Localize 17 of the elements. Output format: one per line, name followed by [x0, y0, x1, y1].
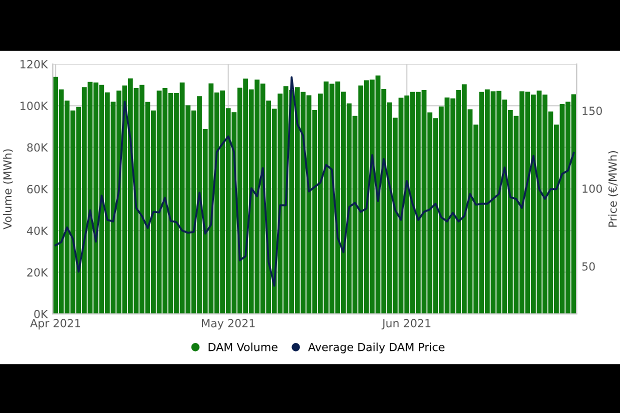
y2-axis-title: Price (€/MWh) [608, 151, 618, 227]
y-tick-label: 80K [27, 143, 48, 152]
y-tick-label: 20K [27, 268, 48, 277]
y-tick-label: 40K [26, 226, 48, 235]
y-tick-label: 0K [34, 310, 48, 318]
legend-label: DAM Volume [208, 342, 278, 352]
y-tick-label: 60K [27, 184, 48, 194]
y-tick-label: 120K [20, 60, 48, 68]
x-tick-label: May 2021 [202, 318, 255, 330]
y-axis-title: Volume (MWh) [3, 149, 13, 230]
y2-tick-label: 50 [582, 262, 595, 271]
legend-label: Average Daily DAM Price [308, 342, 444, 354]
x-tick-label: Jun 2021 [382, 318, 430, 330]
x-tick-label: Apr 2021 [30, 318, 80, 330]
y-tick-label: 100K [20, 102, 48, 110]
y2-tick-label: 100 [582, 184, 602, 193]
y2-tick-label: 150 [582, 106, 602, 116]
